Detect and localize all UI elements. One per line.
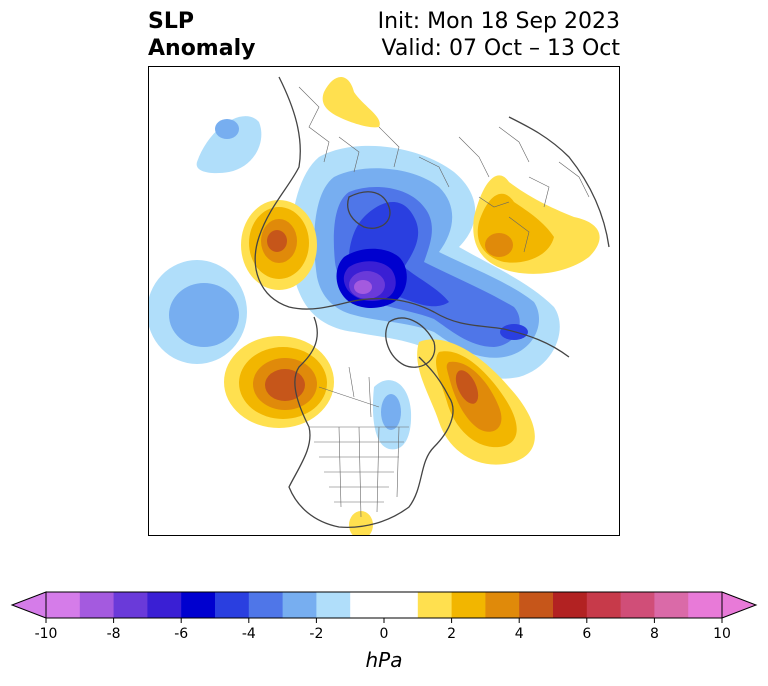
colorbar-segment bbox=[654, 592, 689, 618]
colorbar-segment bbox=[350, 592, 385, 618]
colorbar-unit-label: hPa bbox=[365, 648, 403, 672]
border-lines-2 bbox=[478, 161, 590, 253]
colorbar-segment bbox=[46, 592, 81, 618]
colorbar-segment bbox=[586, 592, 622, 618]
coastline-scandinavia bbox=[347, 191, 391, 229]
colorbar-segment bbox=[248, 592, 284, 618]
north-atlantic-low-outer bbox=[196, 116, 262, 174]
colorbar-segment bbox=[147, 592, 182, 618]
siberia-high-core bbox=[485, 233, 513, 257]
colorbar-tick-label: -8 bbox=[107, 626, 121, 642]
init-date: Init: Mon 18 Sep 2023 bbox=[377, 9, 620, 34]
valid-date: Valid: 07 Oct – 13 Oct bbox=[381, 36, 620, 61]
coastline-asia-east bbox=[508, 116, 610, 248]
colorbar-segment bbox=[113, 592, 148, 618]
colorbar-segment bbox=[417, 592, 453, 618]
colorbar-tick-label: 6 bbox=[582, 626, 591, 642]
colorbar-tick-label: -2 bbox=[309, 626, 323, 642]
coastline-eurasia bbox=[254, 76, 570, 358]
w-europe-low-inner bbox=[169, 283, 239, 347]
map-canvas bbox=[149, 76, 610, 535]
colorbar-segment bbox=[384, 592, 419, 618]
arctic-low-core bbox=[354, 280, 372, 294]
colorbar-segment bbox=[519, 592, 554, 618]
na-low-inner bbox=[381, 394, 401, 430]
colorbar-segment bbox=[620, 592, 655, 618]
north-atlantic-low-inner bbox=[215, 119, 239, 139]
colorbar-segment bbox=[79, 592, 115, 618]
colorbar-segment bbox=[451, 592, 486, 618]
pacific-high-core bbox=[265, 369, 305, 401]
colorbar-tick-label: -4 bbox=[242, 626, 256, 642]
coastlines bbox=[254, 76, 610, 528]
colorbar-segment bbox=[215, 592, 250, 618]
canada-high-core bbox=[455, 370, 479, 404]
bottom-high bbox=[349, 511, 373, 535]
colorbar-segment bbox=[553, 592, 588, 618]
title-line-2: Anomaly bbox=[148, 36, 256, 61]
colorbar-svg: -10 -8 -6 -4 -2 0 2 4 6 8 10 bbox=[10, 591, 758, 642]
colorbar-tick-label: -6 bbox=[174, 626, 188, 642]
colorbar-extend-min bbox=[10, 591, 47, 619]
canada-borders bbox=[318, 366, 380, 418]
colorbar-segment bbox=[282, 592, 317, 618]
map-title: SLP Anomaly bbox=[148, 8, 255, 62]
colorbar-segment bbox=[316, 592, 351, 618]
colorbar-segment bbox=[688, 592, 723, 618]
title-line-1: SLP bbox=[148, 9, 194, 34]
date-info: Init: Mon 18 Sep 2023 Valid: 07 Oct – 13… bbox=[378, 8, 620, 62]
country-borders bbox=[298, 86, 590, 518]
colorbar-segment bbox=[181, 592, 216, 618]
negative-anomaly-fields bbox=[149, 116, 560, 450]
colorbar-tick-label: 4 bbox=[515, 626, 524, 642]
coastline-greenland bbox=[385, 317, 436, 368]
colorbar: -10 -8 -6 -4 -2 0 2 4 6 8 10 bbox=[0, 580, 768, 654]
nw-europe-high-core bbox=[267, 230, 287, 252]
colorbar-tick-label: -10 bbox=[35, 626, 58, 642]
colorbar-tick-label: 2 bbox=[447, 626, 456, 642]
colorbar-tick-label: 10 bbox=[713, 626, 731, 642]
top-high bbox=[322, 77, 380, 128]
us-state-borders bbox=[309, 426, 409, 518]
colorbar-tick-label: 8 bbox=[650, 626, 659, 642]
colorbar-extend-max bbox=[721, 591, 758, 619]
coastline-north-america bbox=[288, 316, 454, 528]
colorbar-segment bbox=[485, 592, 520, 618]
colorbar-tick-label: 0 bbox=[380, 626, 389, 642]
anomaly-map bbox=[148, 66, 620, 536]
border-lines-1 bbox=[298, 86, 530, 188]
